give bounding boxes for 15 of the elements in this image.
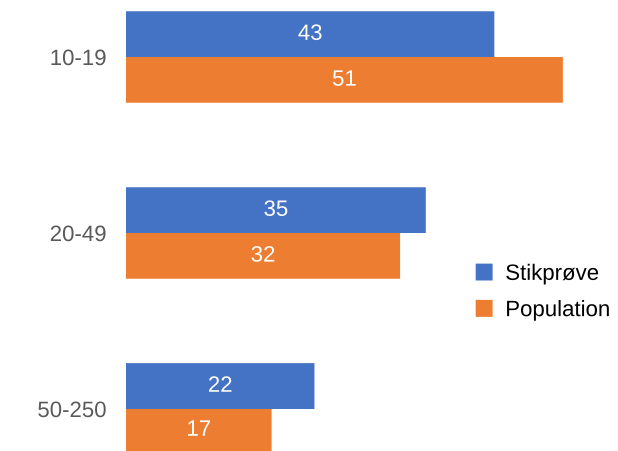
data-label: 17 bbox=[188, 420, 210, 436]
bar bbox=[126, 56, 563, 103]
data-label: 22 bbox=[208, 376, 232, 392]
bar bbox=[126, 11, 494, 57]
y-tick-label: 20-49 bbox=[50, 226, 106, 242]
bar bbox=[126, 187, 426, 233]
data-label: 51 bbox=[332, 70, 356, 86]
bar bbox=[126, 232, 400, 279]
y-tick-label: 50-250 bbox=[38, 401, 106, 418]
legend-label: Stikprøve bbox=[506, 264, 598, 284]
data-label: 35 bbox=[264, 200, 288, 216]
data-label: 32 bbox=[252, 246, 274, 262]
y-tick-label: 10-19 bbox=[51, 50, 106, 66]
data-label: 43 bbox=[298, 24, 322, 40]
legend-label: Population bbox=[507, 300, 609, 321]
